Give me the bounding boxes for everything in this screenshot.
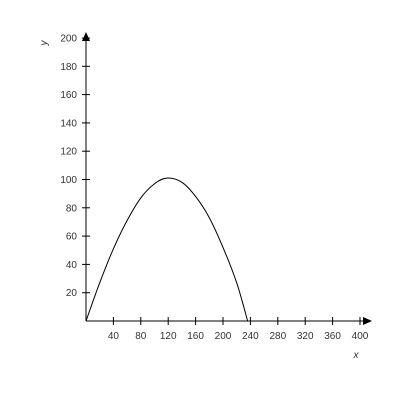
series-line (85, 177, 249, 322)
x-axis-arrow (363, 317, 372, 325)
y-tick-label: 200 (60, 34, 77, 45)
y-tick-label: 100 (60, 175, 77, 186)
x-axis: 40 80 120 160 200 240 280 320 360 400 x (86, 317, 372, 361)
y-tick-label: 120 (60, 147, 77, 158)
x-tick-label: 120 (160, 331, 177, 342)
x-tick-label: 160 (187, 331, 204, 342)
y-tick-label: 160 (60, 90, 77, 101)
y-tick-label: 20 (66, 288, 78, 299)
x-tick-label: 40 (108, 331, 120, 342)
x-tick-label: 80 (135, 331, 147, 342)
y-tick-label: 40 (66, 260, 78, 271)
x-ticks: 40 80 120 160 200 240 280 320 360 400 (108, 317, 369, 342)
x-tick-label: 320 (297, 331, 314, 342)
y-tick-label: 140 (60, 118, 77, 129)
y-tick-label: 80 (66, 203, 78, 214)
y-tick-label: 60 (66, 232, 78, 243)
x-tick-label: 240 (242, 331, 259, 342)
y-ticks: 20 40 60 80 100 120 140 160 180 200 (60, 34, 90, 299)
x-tick-label: 280 (269, 331, 286, 342)
x-tick-label: 400 (352, 331, 369, 342)
y-axis-arrow (82, 32, 90, 41)
x-axis-label: x (353, 350, 360, 361)
x-tick-label: 200 (215, 331, 232, 342)
y-axis: 20 40 60 80 100 120 140 160 180 200 y (39, 32, 90, 321)
y-axis-label: y (39, 40, 50, 47)
x-tick-label: 360 (324, 331, 341, 342)
y-tick-label: 180 (60, 62, 77, 73)
